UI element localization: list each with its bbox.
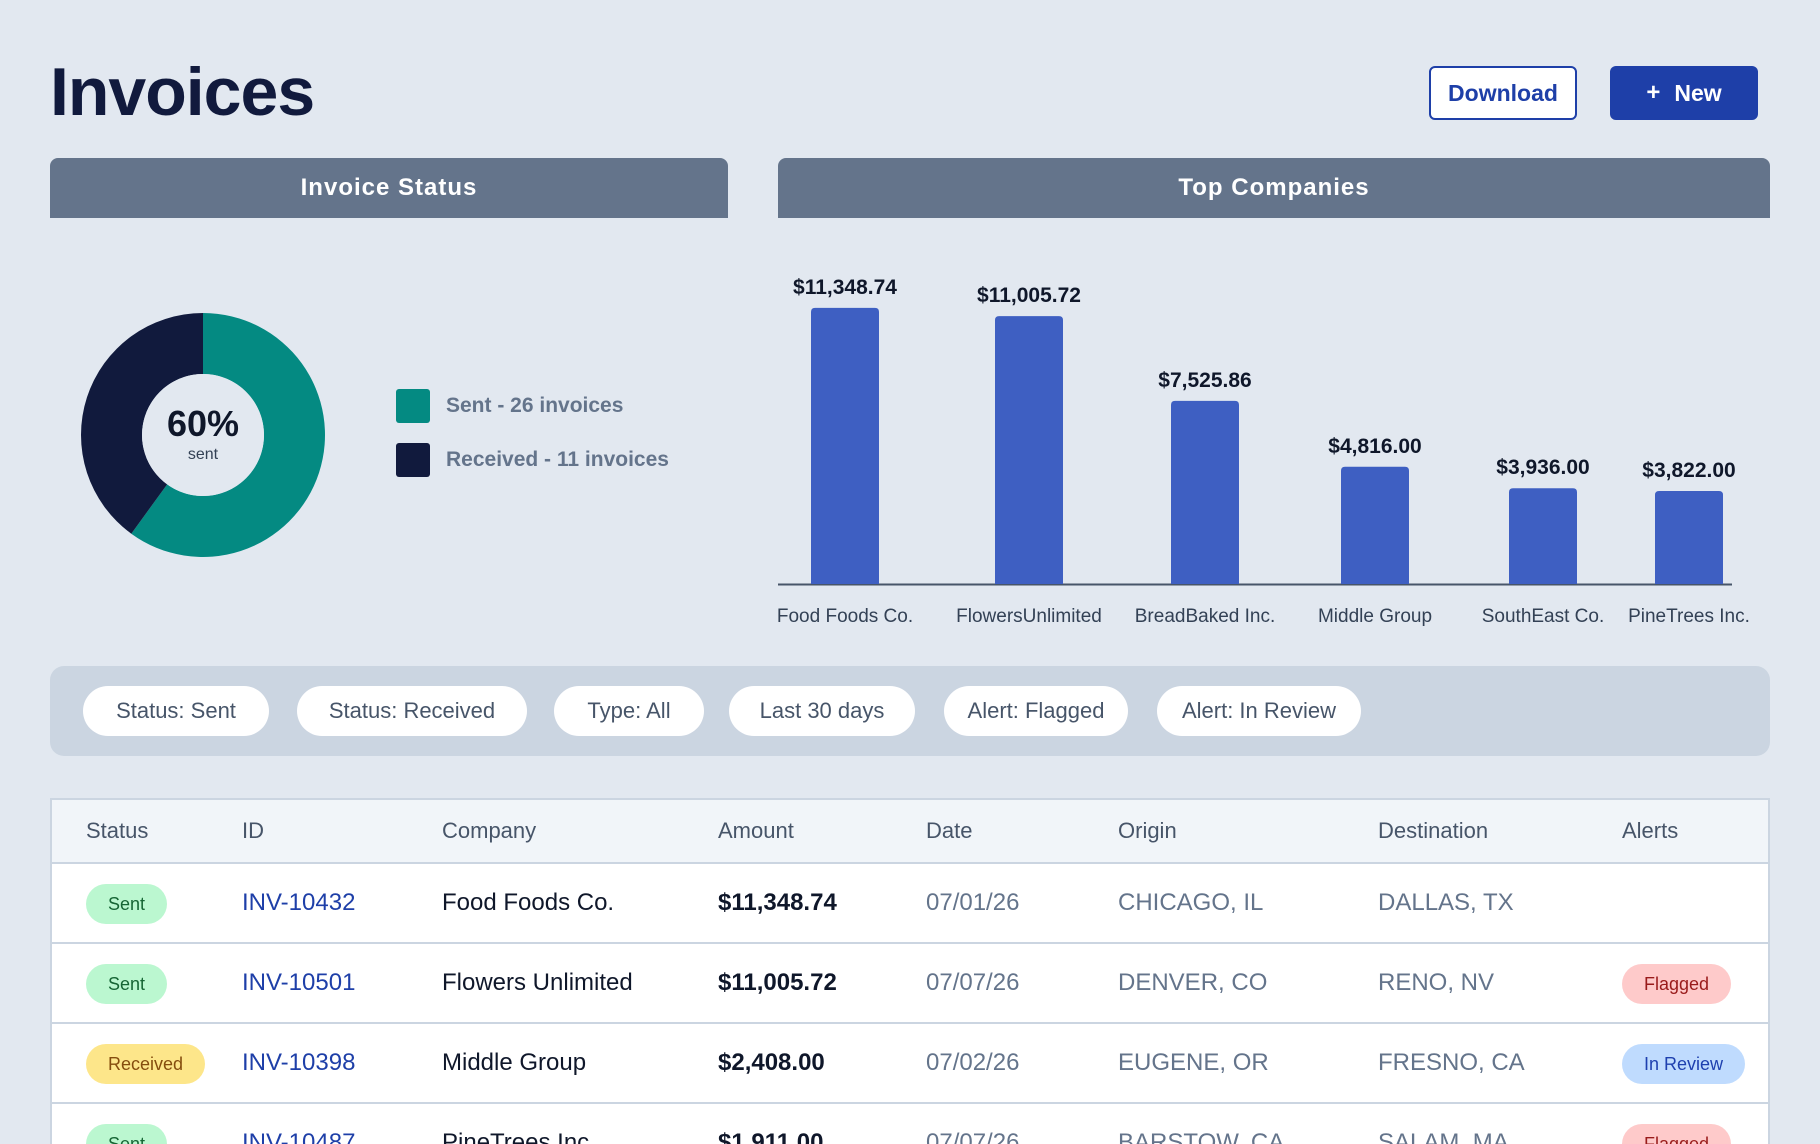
bar-value-label: $4,816.00 [1328, 435, 1421, 458]
invoice-status-donut: 60% sent [80, 312, 326, 558]
bar-value-label: $11,005.72 [977, 284, 1081, 307]
destination-cell: DALLAS, TX [1378, 889, 1514, 916]
page-header: Invoices Download + New [50, 52, 1770, 132]
plus-icon: + [1646, 79, 1661, 106]
status-badge: Sent [86, 1124, 168, 1144]
donut-chart-svg [81, 313, 325, 557]
invoice-id-link[interactable]: INV-10398 [242, 1049, 356, 1076]
invoice-id-link[interactable]: INV-10501 [242, 969, 356, 996]
date-cell: 07/01/26 [926, 889, 1020, 916]
donut-slice-1 [81, 313, 203, 534]
donut-center: 60% sent [142, 374, 264, 496]
invoice-table: Status ID Company Amount Date Origin Destinati… [50, 798, 1770, 1144]
alert-badge: Flagged [1622, 1124, 1732, 1144]
download-button[interactable]: Download [1429, 66, 1577, 120]
filter-chip[interactable]: Alert: In Review [1157, 686, 1361, 736]
status-badge: Received [86, 1044, 206, 1084]
bar-4 [1509, 488, 1577, 584]
column-header-status[interactable]: Status [86, 818, 149, 843]
invoice-id-link[interactable]: INV-10487 [242, 1129, 356, 1144]
destination-cell: RENO, NV [1378, 969, 1495, 996]
bar-3 [1341, 466, 1409, 584]
bar-1 [995, 316, 1063, 584]
bar-category-label: PineTrees Inc. [1628, 606, 1750, 627]
column-header-alerts[interactable]: Alerts [1622, 818, 1679, 843]
new-invoice-button[interactable]: + New [1610, 66, 1758, 120]
bar-5 [1655, 490, 1723, 584]
donut-slice-0 [131, 313, 325, 557]
legend-swatch [396, 443, 430, 477]
company-cell: Food Foods Co. [442, 889, 615, 916]
amount-cell: $1,911.00 [718, 1129, 824, 1144]
company-cell: Middle Group [442, 1049, 587, 1076]
column-header-amount[interactable]: Amount [718, 818, 794, 843]
column-header-id[interactable]: ID [242, 818, 264, 843]
legend-label: Received - 11 invoices [446, 448, 669, 471]
amount-cell: $11,348.74 [718, 889, 837, 916]
bar-chart-svg: $11,348.74 Food Foods Co. $11,005.72 Flower… [777, 276, 1750, 627]
bar-category-label: SouthEast Co. [1482, 606, 1605, 627]
column-header-company[interactable]: Company [442, 818, 537, 843]
origin-cell: DENVER, CO [1118, 969, 1268, 996]
donut-percentage: 60% [166, 403, 240, 444]
column-header-destination[interactable]: Destination [1378, 818, 1489, 843]
bar-0 [811, 307, 879, 584]
invoice-status-header: Invoice Status [50, 158, 728, 218]
date-cell: 07/07/26 [926, 969, 1020, 996]
bar-category-label: FlowersUnlimited [956, 606, 1102, 627]
donut-legend: Sent - 26 invoices Received - 11 invoices [396, 388, 669, 496]
top-companies-bar-chart: $11,348.74 Food Foods Co. $11,005.72 Flower… [770, 240, 1770, 640]
origin-cell: BARSTOW, CA [1118, 1129, 1285, 1144]
status-badge: Sent [86, 964, 168, 1004]
amount-cell: $11,005.72 [718, 969, 837, 996]
donut-subtext: sent [187, 446, 219, 463]
donut-hole [142, 374, 264, 496]
filter-chip[interactable]: Alert: Flagged [944, 686, 1128, 736]
alert-badge: In Review [1622, 1044, 1746, 1084]
bar-value-label: $7,525.86 [1158, 369, 1251, 392]
table-row[interactable]: Sent INV-10501 Flowers Unlimited $11,005.72… [52, 944, 1768, 1024]
bar-value-label: $3,822.00 [1642, 459, 1735, 482]
column-header-origin[interactable]: Origin [1118, 818, 1177, 843]
bar-2 [1171, 400, 1239, 584]
table-row[interactable]: Sent INV-10432 Food Foods Co. $11,348.74 07/… [52, 864, 1768, 944]
column-header-date[interactable]: Date [926, 818, 973, 843]
table-row[interactable]: Received INV-10398 Middle Group $2,408.00 07… [52, 1024, 1768, 1104]
amount-cell: $2,408.00 [718, 1049, 825, 1076]
origin-cell: EUGENE, OR [1118, 1049, 1269, 1076]
filter-chip[interactable]: Status: Sent [83, 686, 269, 736]
date-cell: 07/07/26 [926, 1129, 1020, 1144]
new-button-label: New [1674, 79, 1722, 106]
company-cell: PineTrees Inc. [442, 1129, 596, 1144]
bar-value-label: $3,936.00 [1496, 456, 1589, 479]
date-cell: 07/02/26 [926, 1049, 1020, 1076]
table-row[interactable]: Sent INV-10487 PineTrees Inc. $1,911.00 07/0… [52, 1104, 1768, 1144]
filter-bar: Status: Sent Status: Received Type: All Las… [50, 666, 1770, 756]
bar-category-label: Food Foods Co. [777, 606, 913, 627]
top-companies-header: Top Companies [778, 158, 1770, 218]
filter-chip[interactable]: Status: Received [297, 686, 527, 736]
alert-badge: Flagged [1622, 964, 1732, 1004]
legend-label: Sent - 26 invoices [446, 394, 624, 417]
filter-chip[interactable]: Type: All [554, 686, 704, 736]
destination-cell: SALAM, MA [1378, 1129, 1509, 1144]
bar-category-label: BreadBaked Inc. [1135, 606, 1275, 627]
invoice-id-link[interactable]: INV-10432 [242, 889, 356, 916]
table-header: Status ID Company Amount Date Origin Destinati… [52, 800, 1768, 864]
status-badge: Sent [86, 884, 168, 924]
legend-item: Received - 11 invoices [396, 442, 669, 478]
bar-category-label: Middle Group [1318, 606, 1432, 627]
legend-swatch [396, 389, 430, 423]
bar-value-label: $11,348.74 [793, 276, 897, 299]
legend-item: Sent - 26 invoices [396, 388, 669, 424]
company-cell: Flowers Unlimited [442, 969, 633, 996]
origin-cell: CHICAGO, IL [1118, 889, 1264, 916]
filter-chip[interactable]: Last 30 days [729, 686, 915, 736]
page-title: Invoices [50, 54, 315, 130]
destination-cell: FRESNO, CA [1378, 1049, 1525, 1076]
